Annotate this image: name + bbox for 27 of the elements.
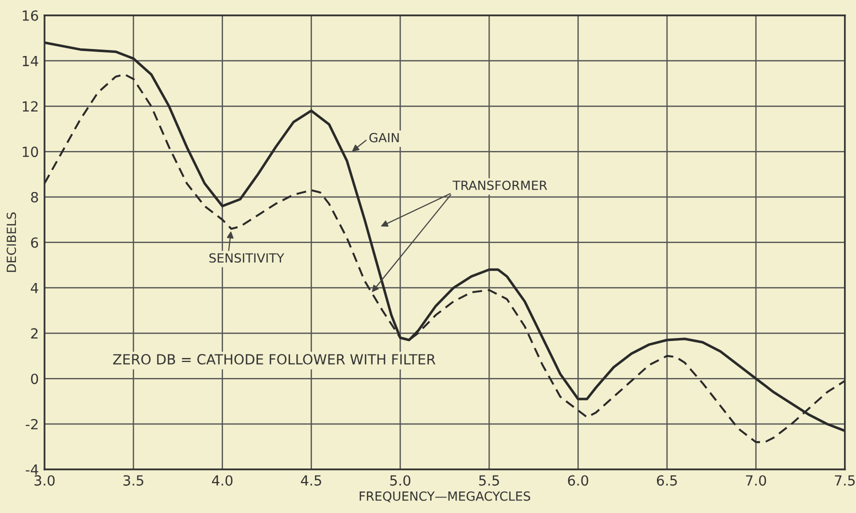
annotation: ZERO DB = CATHODE FOLLOWER WITH FILTER (113, 354, 436, 365)
y-tick-label: -4 (26, 464, 38, 475)
x-tick-label: 6.5 (656, 475, 677, 486)
y-tick-label: 0 (31, 374, 38, 384)
y-tick-label: 12 (22, 101, 38, 112)
x-tick-label: 3.0 (34, 475, 55, 486)
annotation: SENSITIVITY (209, 253, 284, 263)
x-axis-title: FREQUENCY—MEGACYCLES (360, 491, 530, 502)
x-tick-label: 4.0 (212, 475, 232, 486)
y-tick-label: -2 (26, 418, 38, 430)
y-tick-label: 10 (22, 146, 38, 158)
y-tick-label: 6 (31, 237, 38, 248)
annotation: TRANSFORMER (452, 180, 548, 190)
y-tick-label: 4 (30, 282, 38, 294)
x-tick-label: 3.5 (123, 475, 144, 486)
y-tick-label: 16 (22, 10, 38, 21)
y-tick-label: 8 (31, 192, 38, 202)
x-tick-label: 5.5 (479, 475, 499, 486)
x-tick-label: 6.0 (568, 475, 588, 486)
y-axis-title: DECIBELS (6, 212, 16, 272)
y-tick-label: 2 (31, 328, 38, 338)
x-tick-label: 7.5 (834, 475, 855, 486)
annotation: GAIN (369, 132, 399, 142)
x-tick-label: 4.5 (300, 475, 322, 486)
x-tick-label: 7.0 (746, 475, 766, 486)
y-tick-label: 14 (22, 56, 38, 66)
x-tick-label: 5.0 (390, 475, 410, 486)
